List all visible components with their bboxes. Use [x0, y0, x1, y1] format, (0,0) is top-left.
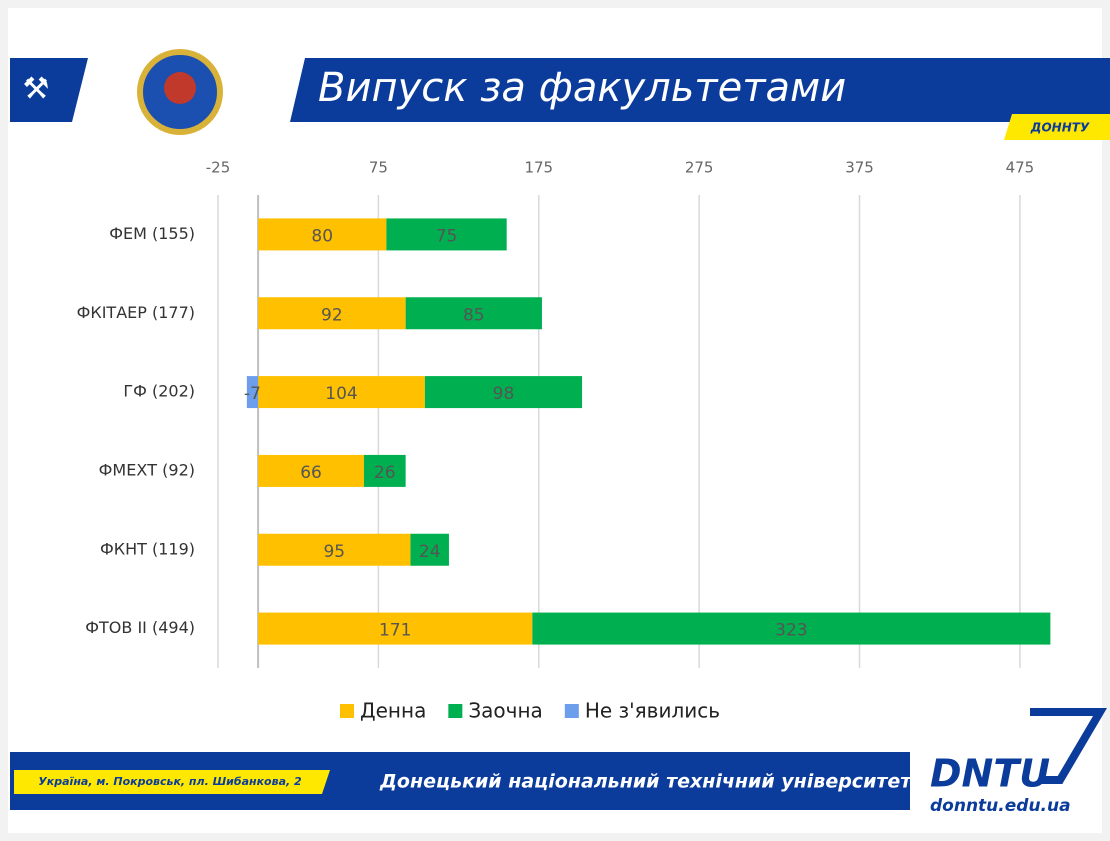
value-label: 75: [436, 226, 458, 246]
legend-swatch: [340, 704, 354, 718]
y-tick-label: ФМЕХТ (92): [99, 460, 195, 479]
value-label: 26: [374, 463, 396, 483]
bar-segment: [258, 612, 533, 645]
bar-segment: [532, 612, 1051, 645]
bar-segment: [258, 297, 406, 330]
x-tick-label: 275: [685, 159, 714, 177]
y-tick-label: ФКНТ (119): [100, 539, 195, 558]
y-tick-label: ФТОВ ІІ (494): [85, 618, 195, 637]
value-label: 80: [311, 226, 333, 246]
title-band: [290, 58, 1110, 122]
bar-segment: [424, 376, 583, 409]
bar-segment: [258, 454, 364, 487]
legend-swatch: [564, 704, 579, 718]
value-label: 92: [321, 305, 343, 325]
bar-segment: [258, 533, 411, 566]
x-tick-label: -25: [206, 159, 231, 177]
bar-segment: [363, 454, 406, 487]
badge-bg: [1004, 114, 1110, 140]
x-tick-label: 75: [369, 159, 388, 177]
address: Україна, м. Покровськ, пл. Шибанкова, 2: [38, 775, 302, 788]
logo: DNTU: [930, 752, 1050, 796]
legend-swatch: [448, 704, 463, 718]
y-tick-label: ФЕМ (155): [109, 224, 195, 243]
legend-label: Заочна: [468, 699, 542, 723]
bar-segment: [258, 376, 425, 409]
icon: ⚒: [23, 72, 50, 107]
value-label: 104: [325, 384, 357, 404]
bar-segment: [386, 218, 507, 251]
badge: ДОННТУ: [1030, 121, 1090, 135]
y-tick-label: ФКІТАЕР (177): [77, 303, 195, 322]
value-label: 98: [493, 384, 515, 404]
bar-segment: [246, 376, 259, 409]
value-label: 24: [419, 542, 441, 562]
bar-segment: [410, 533, 449, 566]
value-label: -7: [244, 384, 261, 404]
y-tick-label: ГФ (202): [123, 382, 195, 401]
left-band: [10, 58, 88, 122]
site: donntu.edu.ua: [930, 796, 1071, 816]
value-label: 95: [323, 542, 345, 562]
bar-segment: [405, 297, 542, 330]
address-bg: [14, 770, 330, 794]
legend-label: Не з'явились: [585, 699, 720, 723]
value-label: 66: [300, 463, 322, 483]
bar-segment: [258, 218, 387, 251]
title: Випуск за факультетами: [318, 65, 846, 111]
logo-mark: [1030, 708, 1107, 784]
plot: -25 75 175 275 375 475 ФЕМ (155) ФКІТАЕР (177) Г…: [77, 159, 1051, 723]
value-label: 323: [775, 621, 807, 641]
emblem-center: [164, 72, 196, 104]
x-tick-label: 375: [845, 159, 874, 177]
value-label: 85: [463, 305, 485, 325]
x-tick-label: 475: [1006, 159, 1035, 177]
value-label: 171: [379, 621, 411, 641]
legend-label: Денна: [360, 699, 426, 723]
background: [8, 8, 1102, 833]
x-tick-label: 175: [524, 159, 553, 177]
university: Донецький національний технічний універс…: [379, 771, 912, 793]
